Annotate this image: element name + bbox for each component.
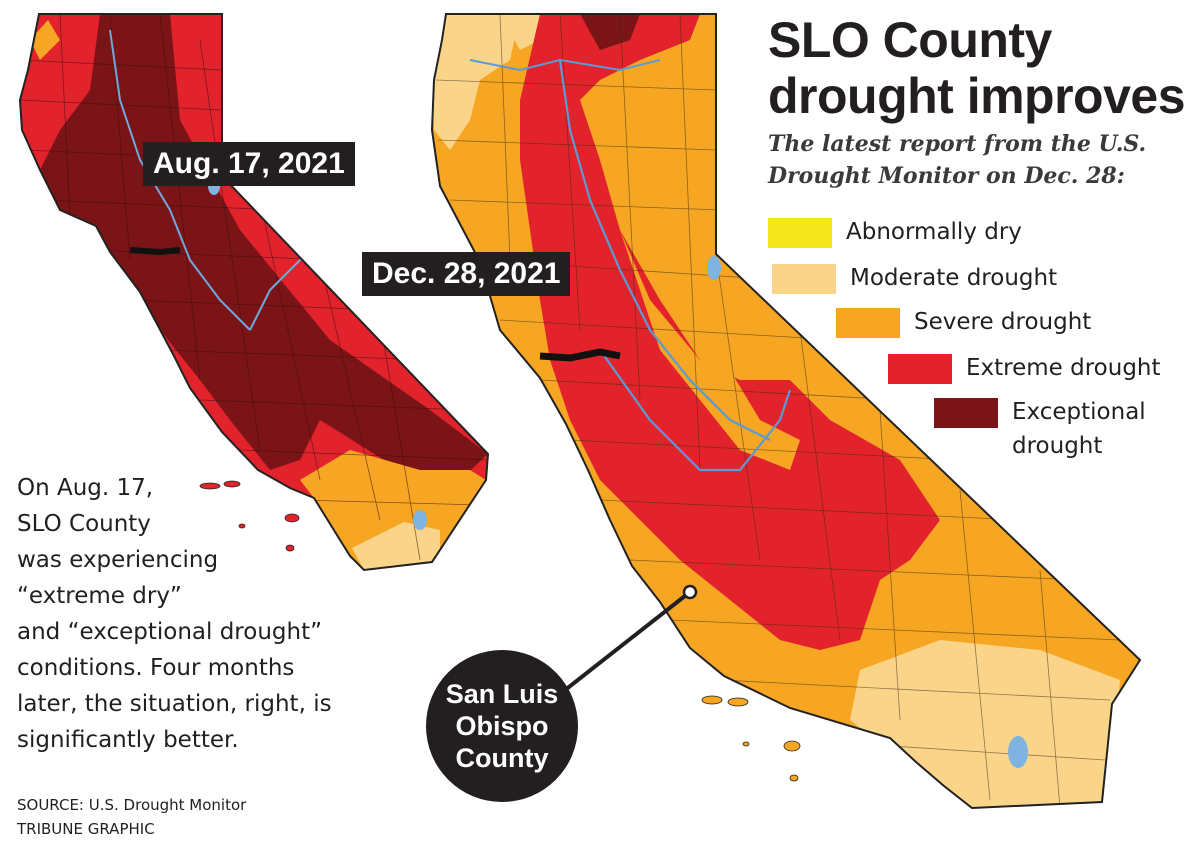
sacramento-river	[109, 29, 251, 331]
exceptional-drought-area	[580, 14, 640, 50]
sacramento-river	[558, 59, 771, 441]
legend-swatch-extreme	[888, 354, 952, 384]
salton-sea-left	[413, 510, 427, 530]
note-line-1: On Aug. 17,	[17, 475, 154, 501]
callout-line-2: Obispo	[455, 711, 549, 741]
graphic-credit-line: TRIBUNE GRAPHIC	[17, 820, 155, 838]
legend-label-severe: Severe drought	[914, 309, 1092, 335]
severe-drought-area	[620, 230, 800, 470]
callout-text: San Luis Obispo County	[432, 678, 572, 774]
legend-item-moderate: Moderate drought	[772, 264, 1057, 295]
legend-swatch-moderate	[772, 264, 836, 294]
callout-line-1: San Luis	[445, 679, 559, 709]
county-lines	[435, 14, 1121, 808]
salton-sea-right	[1008, 736, 1028, 768]
callout-line-3: County	[455, 743, 549, 773]
title-line-2: drought improves	[768, 68, 1186, 124]
map-label-dec-28: Dec. 28, 2021	[362, 252, 571, 296]
subtitle-line-2: Drought Monitor on Dec. 28:	[768, 163, 1125, 189]
bay-delta	[129, 247, 181, 256]
note-line-7: later, the situation, right, is	[17, 691, 332, 717]
legend-label-exceptional-line-2: drought	[1012, 433, 1103, 459]
legend-label-abnormally-dry: Abnormally dry	[846, 219, 1022, 245]
note-line-2: SLO County	[17, 511, 151, 537]
legend-swatch-severe	[836, 308, 900, 338]
lake-tahoe-right	[707, 256, 721, 280]
channel-islands-left	[199, 480, 300, 552]
title-line-1: SLO County	[768, 12, 1052, 68]
note-line-5: and “exceptional drought”	[17, 619, 323, 645]
legend-label-exceptional-line-1: Exceptional	[1012, 399, 1146, 425]
callout-pointer-line	[558, 590, 692, 696]
legend-item-extreme: Extreme drought	[888, 354, 1161, 385]
moderate-drought-area	[432, 14, 520, 150]
legend-item-severe: Severe drought	[836, 308, 1091, 339]
california-outline-right	[430, 13, 1142, 810]
slo-county-callout: San Luis Obispo County	[426, 650, 578, 802]
source-line: SOURCE: U.S. Drought Monitor	[17, 796, 247, 814]
legend-item-abnormally-dry: Abnormally dry	[768, 218, 1022, 249]
note-line-6: conditions. Four months	[17, 655, 295, 681]
legend-label-exceptional: Exceptional drought	[1012, 395, 1146, 463]
page-title: SLO County drought improves	[768, 12, 1186, 124]
subtitle-line-1: The latest report from the U.S.	[768, 131, 1147, 157]
bay-delta	[539, 348, 621, 362]
legend-swatch-exceptional	[934, 398, 998, 428]
slo-location-marker	[682, 584, 698, 600]
legend-label-moderate: Moderate drought	[850, 265, 1058, 291]
legend-swatch-abnormally-dry	[768, 218, 832, 248]
page-subtitle: The latest report from the U.S. Drought …	[768, 128, 1188, 192]
san-joaquin-river	[599, 349, 792, 472]
map-label-aug-17: Aug. 17, 2021	[143, 142, 355, 186]
moderate-drought-area	[850, 640, 1120, 808]
legend-item-exceptional: Exceptional drought	[934, 398, 1146, 463]
severe-drought-area	[30, 20, 60, 60]
exceptional-drought-area	[40, 14, 488, 480]
moderate-drought-area	[352, 522, 440, 570]
note-line-8: significantly better.	[17, 727, 239, 753]
note-line-3: was experiencing	[17, 547, 219, 573]
source-credit: SOURCE: U.S. Drought Monitor TRIBUNE GRA…	[17, 793, 246, 841]
extreme-drought-area	[520, 14, 940, 650]
klamath-river	[469, 58, 661, 72]
california-outline-left	[18, 13, 490, 572]
note-line-4: “extreme dry”	[17, 583, 182, 609]
explanatory-note: On Aug. 17, SLO County was experiencing …	[17, 470, 367, 758]
legend-label-extreme: Extreme drought	[966, 355, 1161, 381]
channel-islands-right	[701, 695, 801, 782]
